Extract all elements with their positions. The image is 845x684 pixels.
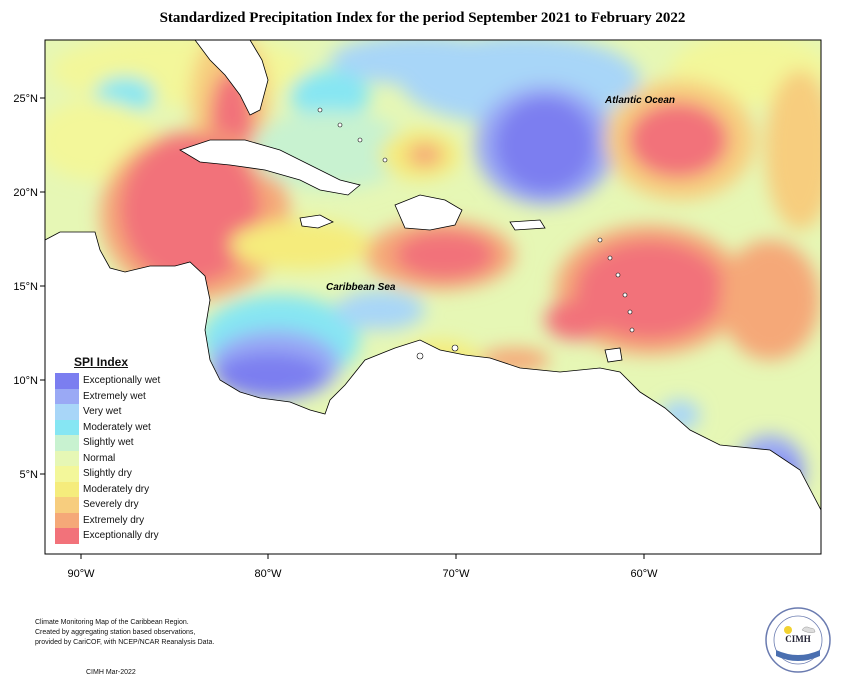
caribbean-sea-label: Caribbean Sea [326, 282, 396, 293]
legend-swatch [55, 450, 79, 466]
lat-label-25n: 25°N [13, 93, 38, 105]
legend-label: Exceptionally dry [83, 530, 159, 542]
logo-text: CIMH [785, 634, 811, 644]
longitude-axis: 90°W 80°W 70°W 60°W [67, 554, 658, 580]
spi-legend: SPI Index Exceptionally wet Extremely wet… [55, 355, 165, 544]
legend-item: Very wet [55, 404, 165, 420]
spi-field [45, 40, 821, 554]
legend-item: Extremely dry [55, 512, 165, 528]
legend-label: Moderately wet [83, 421, 151, 433]
lat-label-5n: 5°N [20, 469, 39, 481]
land-masses [45, 40, 821, 554]
legend-item: Slightly wet [55, 435, 165, 451]
footer-credit: CIMH Mar-2022 [86, 669, 136, 676]
legend-swatch [55, 512, 79, 528]
legend-item: Severely dry [55, 497, 165, 513]
lon-label-80w: 80°W [254, 568, 282, 580]
lat-label-10n: 10°N [13, 375, 38, 387]
lat-label-15n: 15°N [13, 281, 38, 293]
legend-label: Slightly dry [83, 468, 132, 480]
latitude-axis: 25°N 20°N 15°N 10°N 5°N [13, 93, 45, 481]
lon-label-60w: 60°W [630, 568, 658, 580]
legend-swatch [55, 388, 79, 404]
cimh-seal-icon [765, 607, 831, 673]
legend-item: Extremely wet [55, 388, 165, 404]
legend-swatch [55, 528, 79, 544]
legend-label: Normal [83, 452, 116, 464]
legend-label: Severely dry [83, 499, 139, 511]
lat-label-20n: 20°N [13, 187, 38, 199]
legend-item: Moderately wet [55, 419, 165, 435]
map-title: Standardized Precipitation Index for the… [159, 10, 686, 26]
legend-title: SPI Index [74, 355, 129, 369]
legend-label: Extremely dry [83, 514, 145, 526]
legend-item: Moderately dry [55, 481, 165, 497]
legend-label: Slightly wet [83, 437, 134, 449]
legend-swatch [55, 466, 79, 482]
map-frame [44, 39, 822, 555]
legend-label: Moderately dry [83, 483, 150, 495]
lon-label-90w: 90°W [67, 568, 95, 580]
atlantic-ocean-label: Atlantic Ocean [604, 95, 675, 106]
credits-line-2: Created by aggregating station based obs… [35, 629, 196, 636]
legend-swatch [55, 373, 79, 389]
legend-swatch [55, 481, 79, 497]
legend-swatch [55, 419, 79, 435]
credits-line-3: provided by CariCOF, with NCEP/NCAR Rean… [35, 639, 215, 646]
legend-item: Normal [55, 450, 165, 466]
legend-label: Very wet [83, 406, 122, 418]
lon-label-70w: 70°W [442, 568, 470, 580]
credits-line-1: Climate Monitoring Map of the Caribbean … [35, 619, 189, 626]
legend-swatch [55, 435, 79, 451]
cimh-logo: CIMH [764, 606, 832, 674]
legend-swatch [55, 497, 79, 513]
legend-item: Exceptionally wet [55, 373, 165, 389]
small-islands [317, 107, 635, 360]
legend-label: Extremely wet [83, 390, 146, 402]
legend-label: Exceptionally wet [83, 375, 161, 387]
credits-text: Climate Monitoring Map of the Caribbean … [35, 618, 295, 648]
legend-item: Slightly dry [55, 466, 165, 482]
legend-item: Exceptionally dry [55, 528, 165, 544]
legend-swatch [55, 404, 79, 420]
